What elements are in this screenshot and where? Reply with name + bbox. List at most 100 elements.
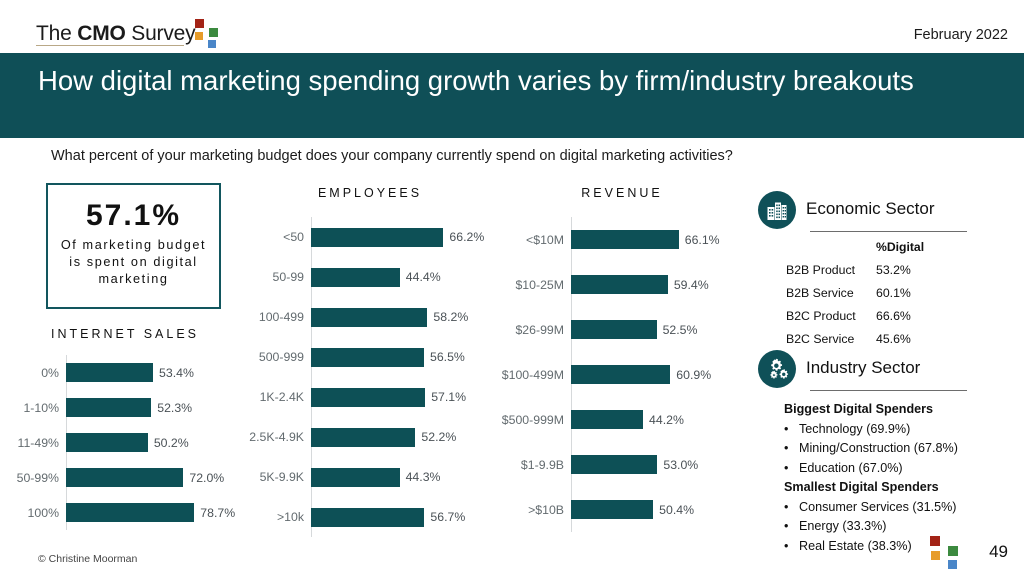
smallest-spender-item: • Real Estate (38.3%) [784, 537, 1020, 557]
logo-square-orange [195, 32, 203, 40]
bar-category-label: >$10B [528, 502, 564, 517]
survey-question: What percent of your marketing budget do… [51, 148, 733, 164]
copyright-notice: © Christine Moorman [38, 553, 138, 565]
chart-bar-row: 0% 53.4% [0, 355, 250, 390]
biggest-spenders-heading: Biggest Digital Spenders [784, 402, 934, 416]
bar-category-label: 50-99 [272, 270, 304, 284]
bar [571, 410, 644, 429]
bullet-icon: • [784, 499, 789, 514]
chart-bar-row: >$10B 50.4% [497, 487, 762, 532]
bar [66, 398, 152, 417]
logo-text: The CMO Survey [36, 22, 196, 45]
bar-value-label: 56.5% [430, 350, 465, 364]
bar-category-label: 100-499 [258, 310, 304, 324]
bar [66, 503, 195, 522]
chart-rows: <50 66.2% 50-99 44.4% 100-499 58.2% 500-999 56.… [245, 217, 510, 537]
economic-sector-table: %Digital B2B Product 53.2% B2B Service 60.1… [758, 240, 1020, 346]
smallest-spender-item-label: Energy (33.3%) [799, 519, 887, 533]
chart-bar-row: 100% 78.7% [0, 495, 250, 530]
cmo-survey-logo: The CMO Survey [36, 18, 196, 45]
bar-value-label: 52.3% [157, 400, 193, 415]
logo-underline [36, 45, 184, 46]
economic-sector-column-header: %Digital [876, 240, 925, 254]
bar-category-label: $1-9.9B [520, 457, 564, 472]
bar [66, 433, 148, 452]
bar [311, 467, 400, 487]
bar [311, 507, 425, 527]
bar [311, 427, 416, 447]
bar [311, 387, 426, 407]
chart-bar-row: $10-25M 59.4% [497, 262, 762, 307]
bar-value-label: 44.2% [649, 412, 684, 427]
bar [571, 230, 679, 249]
bar-value-label: 50.2% [153, 435, 189, 450]
chart-bar-row: 1-10% 52.3% [0, 390, 250, 425]
bar [571, 455, 658, 474]
bar-category-label: <$10M [526, 232, 564, 247]
footer-square-red [930, 536, 940, 546]
gears-icon [758, 350, 796, 388]
industry-sector-body: Biggest Digital Spenders • Technology (69… [758, 400, 1020, 556]
chart-bar-row: $26-99M 52.5% [497, 307, 762, 352]
chart-rows: <$10M 66.1% $10-25M 59.4% $26-99M 52.5% $100-4… [497, 217, 762, 532]
bar-value-label: 78.7% [200, 505, 236, 520]
bar-category-label: 100% [27, 505, 59, 520]
smallest-spender-item: • Consumer Services (31.5%) [784, 498, 1020, 518]
chart-bar-row: <$10M 66.1% [497, 217, 762, 262]
bar-value-label: 58.2% [433, 310, 469, 324]
economic-sector-name: B2B Service [786, 286, 854, 300]
chart-title-internet-sales: INTERNET SALES [50, 327, 200, 341]
economic-sector-row: B2B Service 60.1% [758, 286, 1020, 300]
biggest-spender-item-label: Mining/Construction (67.8%) [799, 441, 958, 455]
economic-sector-value: 53.2% [876, 263, 911, 277]
bar-value-label: 66.1% [684, 232, 720, 247]
bar [571, 500, 654, 519]
logo-the: The [36, 22, 78, 45]
slide-date: February 2022 [913, 27, 1008, 43]
chart-bar-row: $100-499M 60.9% [497, 352, 762, 397]
chart-bar-row: 500-999 56.5% [245, 337, 510, 377]
smallest-spender-item-label: Real Estate (38.3%) [799, 538, 912, 553]
bar-category-label: $10-25M [515, 277, 564, 292]
bar-category-label: 11-49% [17, 435, 59, 450]
bar [66, 363, 154, 382]
headline-stat-caption: Of marketing budget is spent on digital … [60, 237, 207, 286]
bar-value-label: 72.0% [189, 470, 225, 485]
industry-sector-title: Industry Sector [806, 357, 921, 377]
bar [571, 275, 668, 294]
smallest-spender-item: • Energy (33.3%) [784, 517, 1020, 537]
bullet-icon: • [784, 538, 789, 553]
chart-bar-row: $500-999M 44.2% [497, 397, 762, 442]
page-title: How digital marketing spending growth va… [38, 65, 914, 96]
bar-value-label: 52.5% [662, 322, 698, 337]
chart-title-employees: EMPLOYEES [317, 186, 423, 200]
bar [571, 365, 671, 384]
bar-category-label: $500-999M [501, 412, 564, 427]
bar [571, 320, 657, 339]
bar [311, 227, 444, 247]
smallest-spender-item-label: Consumer Services (31.5%) [799, 499, 957, 514]
logo-square-red [195, 19, 204, 28]
economic-sector-title: Economic Sector [806, 198, 935, 218]
bar-category-label: 0% [41, 365, 59, 380]
economic-sector-header: Economic Sector [758, 191, 1020, 229]
biggest-spender-item: • Education (67.0%) [784, 459, 1020, 479]
bar-value-label: 50.4% [659, 502, 695, 517]
chart-bar-row: 100-499 58.2% [245, 297, 510, 337]
logo-survey: Survey [125, 22, 196, 45]
bar [311, 267, 400, 287]
bar-value-label: 57.1% [431, 390, 467, 404]
bar-category-label: 5K-9.9K [259, 470, 304, 484]
title-band: How digital marketing spending growth va… [0, 53, 1024, 138]
chart-bar-row: 1K-2.4K 57.1% [245, 377, 510, 417]
footer-square-green [948, 546, 958, 556]
biggest-spender-item: • Technology (69.9%) [784, 420, 1020, 440]
industry-sector-header: Industry Sector [758, 350, 1020, 388]
economic-sector-row: B2C Product 66.6% [758, 309, 1020, 323]
bar-category-label: 500-999 [258, 350, 304, 364]
bar-category-label: 1-10% [23, 400, 59, 415]
chart-employees: EMPLOYEES <50 66.2% 50-99 44.4% 100-499 58.2% 5… [245, 186, 510, 537]
page-number: 49 [989, 542, 1008, 561]
chart-axis-line [311, 217, 312, 537]
